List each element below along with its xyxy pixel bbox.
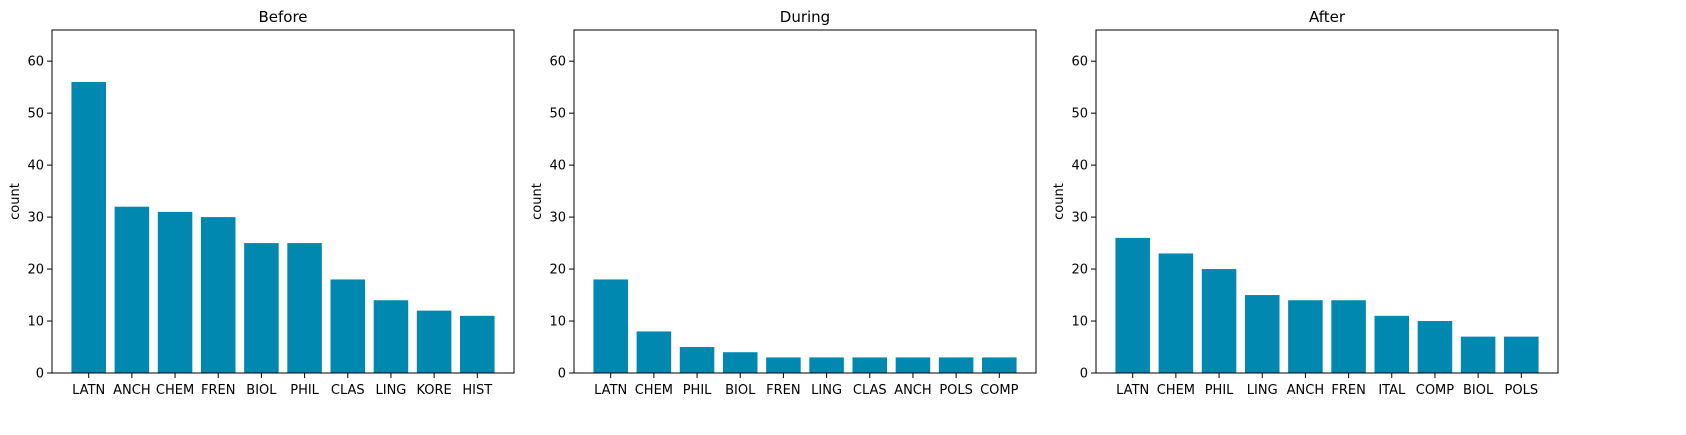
- x-tick-label: LING: [1247, 383, 1278, 398]
- axes-frame: [1095, 29, 1559, 374]
- axes-frame: [573, 29, 1037, 374]
- y-tick-label: 0: [558, 367, 566, 382]
- y-tick-label: 20: [1071, 263, 1088, 278]
- panel-title: After: [1309, 8, 1346, 26]
- chart-panel-3: 0 10 20 30 40 50 60 LATN CHEM PHIL LING ANCH FREN ITA…: [1052, 8, 1559, 398]
- y-tick-label: 50: [1071, 107, 1088, 122]
- bar-comp: [982, 357, 1017, 373]
- panel-title: Before: [258, 8, 307, 26]
- bar-ling: [1244, 295, 1280, 373]
- bar-fren: [1331, 300, 1366, 373]
- y-tick-label: 60: [549, 55, 566, 70]
- bar-fren: [200, 217, 236, 373]
- x-tick-label: COMP: [980, 383, 1019, 398]
- x-tick-label: ITAL: [1378, 383, 1406, 398]
- x-tick-label: BIOL: [246, 383, 277, 398]
- bar-phil: [1201, 269, 1237, 373]
- y-tick-label: 40: [27, 159, 44, 174]
- x-tick-label: CHEM: [1157, 383, 1195, 398]
- x-tick-label: ANCH: [1287, 383, 1324, 398]
- bar-latn: [71, 81, 106, 373]
- y-tick-label: 10: [1071, 315, 1088, 330]
- bar-pols: [938, 357, 974, 373]
- x-tick-label: CHEM: [156, 383, 194, 398]
- x-tick-label: LING: [376, 383, 407, 398]
- x-tick-label: FREN: [201, 383, 235, 398]
- y-tick-label: 10: [27, 315, 44, 330]
- bar-phil: [287, 243, 322, 373]
- x-tick-label: PHIL: [683, 383, 712, 398]
- bar-biol: [722, 352, 758, 373]
- y-tick-label: 20: [549, 263, 566, 278]
- x-tick-label: PHIL: [1205, 383, 1234, 398]
- x-tick-label: LATN: [1116, 383, 1149, 398]
- bar-pols: [1504, 336, 1539, 373]
- y-tick-label: 0: [36, 367, 44, 382]
- bar-fren: [766, 357, 801, 373]
- x-tick-label: LATN: [72, 383, 105, 398]
- x-tick-label: ANCH: [894, 383, 931, 398]
- bar-chem: [157, 211, 193, 373]
- bar-ling: [809, 357, 844, 373]
- axes-frame: [51, 29, 515, 374]
- bar-clas: [852, 357, 888, 373]
- x-tick-label: CLAS: [853, 383, 887, 398]
- x-tick-label: LATN: [594, 383, 627, 398]
- chart-panel-2: 0 10 20 30 40 50 60 LATN CHEM PHIL BIOL FREN LING CLA…: [530, 8, 1037, 398]
- bar-kore: [416, 310, 452, 373]
- y-axis-title: count: [1052, 183, 1067, 220]
- bar-comp: [1417, 321, 1453, 373]
- bar-hist: [460, 315, 495, 373]
- y-tick-label: 0: [1080, 367, 1088, 382]
- x-tick-label: POLS: [939, 383, 973, 398]
- x-tick-label: FREN: [766, 383, 800, 398]
- x-tick-label: LING: [811, 383, 842, 398]
- y-axis-title: count: [530, 183, 545, 220]
- x-tick-label: CHEM: [635, 383, 673, 398]
- bar-latn: [593, 279, 628, 373]
- y-tick-label: 60: [27, 55, 44, 70]
- bar-chem: [636, 331, 672, 373]
- y-tick-label: 30: [549, 211, 566, 226]
- y-tick-label: 20: [27, 263, 44, 278]
- panel-title: During: [780, 8, 830, 26]
- bar-latn: [1115, 237, 1150, 373]
- y-tick-label: 40: [1071, 159, 1088, 174]
- y-axis-title: count: [8, 183, 23, 220]
- x-tick-label: BIOL: [1463, 383, 1494, 398]
- x-tick-label: BIOL: [725, 383, 756, 398]
- bar-phil: [679, 347, 715, 373]
- bar-anch: [895, 357, 931, 373]
- bar-clas: [330, 279, 366, 373]
- bar-anch: [114, 206, 150, 373]
- y-tick-label: 50: [27, 107, 44, 122]
- x-tick-label: HIST: [462, 383, 492, 398]
- y-tick-label: 30: [27, 211, 44, 226]
- y-tick-label: 50: [549, 107, 566, 122]
- chart-panel-1: 0 10 20 30 40 50 60 LATN ANCH CHEM FREN BIOL PHIL CLA…: [8, 8, 515, 398]
- y-tick-label: 60: [1071, 55, 1088, 70]
- bar-ital: [1374, 315, 1410, 373]
- y-tick-label: 30: [1071, 211, 1088, 226]
- bar-chem: [1158, 253, 1194, 373]
- y-tick-label: 10: [549, 315, 566, 330]
- x-tick-label: KORE: [416, 383, 451, 398]
- x-tick-label: POLS: [1505, 383, 1539, 398]
- x-tick-label: COMP: [1416, 383, 1455, 398]
- bar-anch: [1288, 300, 1323, 373]
- x-tick-label: FREN: [1331, 383, 1365, 398]
- bar-biol: [244, 243, 279, 373]
- bar-biol: [1460, 336, 1496, 373]
- x-tick-label: ANCH: [113, 383, 150, 398]
- x-tick-label: PHIL: [290, 383, 319, 398]
- y-tick-label: 40: [549, 159, 566, 174]
- x-tick-label: CLAS: [331, 383, 365, 398]
- bar-ling: [373, 300, 409, 373]
